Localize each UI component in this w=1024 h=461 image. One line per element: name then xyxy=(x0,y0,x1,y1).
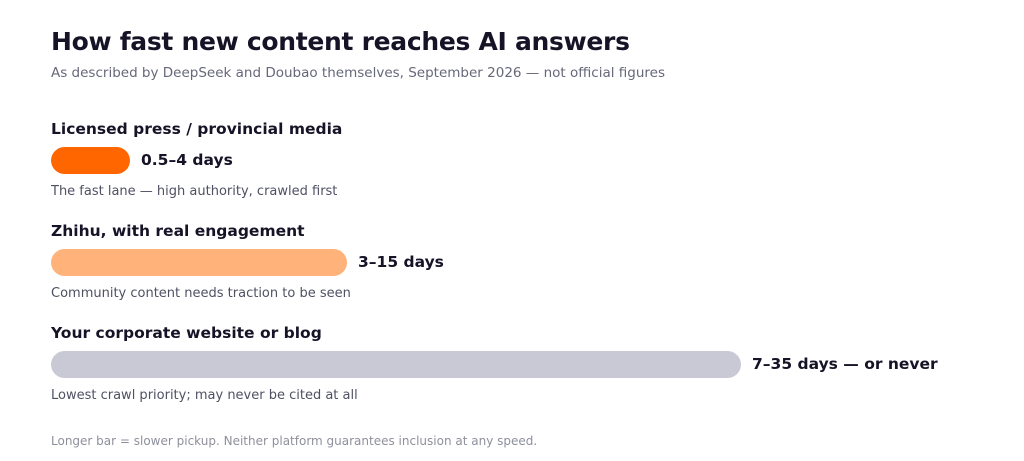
category-label: Zhihu, with real engagement xyxy=(51,222,305,240)
category-label: Licensed press / provincial media xyxy=(51,120,343,138)
bar-value-label: 7–35 days — or never xyxy=(752,355,938,373)
bar xyxy=(51,147,130,174)
bar xyxy=(51,351,741,378)
bar-value-label: 3–15 days xyxy=(358,253,444,271)
category-label: Your corporate website or blog xyxy=(51,324,322,342)
chart-title: How fast new content reaches AI answers xyxy=(51,27,630,56)
bar-note: The fast lane — high authority, crawled … xyxy=(51,184,338,199)
bar-value-label: 0.5–4 days xyxy=(141,151,233,169)
chart-footnote: Longer bar = slower pickup. Neither plat… xyxy=(51,434,538,448)
chart-subtitle: As described by DeepSeek and Doubao them… xyxy=(51,65,666,81)
bar xyxy=(51,249,347,276)
bar-note: Community content needs traction to be s… xyxy=(51,286,351,301)
bar-note: Lowest crawl priority; may never be cite… xyxy=(51,388,358,403)
